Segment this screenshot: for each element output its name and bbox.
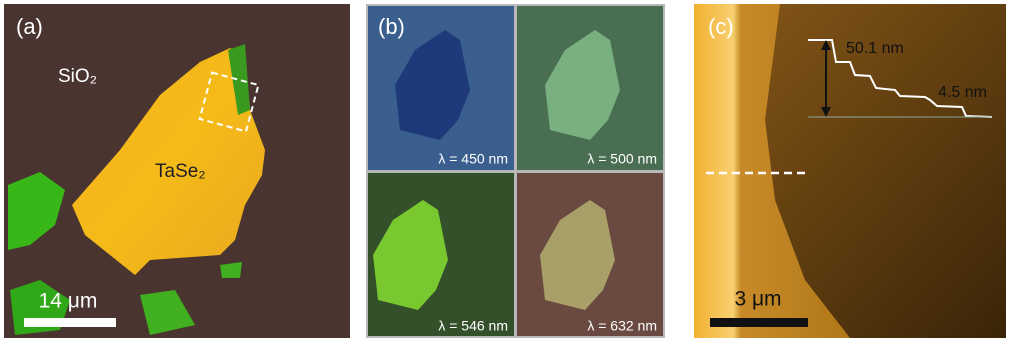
- wavelength-label: λ = 450 nm: [438, 151, 508, 167]
- figure: (a) SiO₂ TaSe₂ 14 μm (b) λ = 450 nm λ = …: [0, 0, 1010, 342]
- panel-label: (b): [378, 14, 405, 39]
- layer-height-label: 4.5 nm: [938, 84, 987, 101]
- step-height-label: 50.1 nm: [846, 40, 904, 57]
- panel-label: (a): [16, 14, 43, 39]
- scale-bar-label: 14 μm: [39, 290, 98, 313]
- wavelength-label: λ = 546 nm: [438, 318, 508, 334]
- wavelength-label: λ = 632 nm: [587, 318, 657, 334]
- substrate-label: SiO₂: [58, 66, 97, 87]
- panel-a: (a) SiO₂ TaSe₂ 14 μm: [4, 4, 350, 338]
- scale-bar-label: 3 μm: [734, 288, 781, 311]
- wavelength-label: λ = 500 nm: [587, 151, 657, 167]
- panel-label: (c): [708, 14, 734, 39]
- flake-label: TaSe₂: [155, 161, 206, 182]
- scale-bar: [710, 318, 808, 327]
- panel-c: (c) 50.1 nm 4.5 nm 3 μm: [694, 4, 1006, 338]
- scale-bar: [24, 318, 116, 327]
- panel-b: (b) λ = 450 nm λ = 500 nm λ = 546 nm λ =…: [366, 4, 665, 338]
